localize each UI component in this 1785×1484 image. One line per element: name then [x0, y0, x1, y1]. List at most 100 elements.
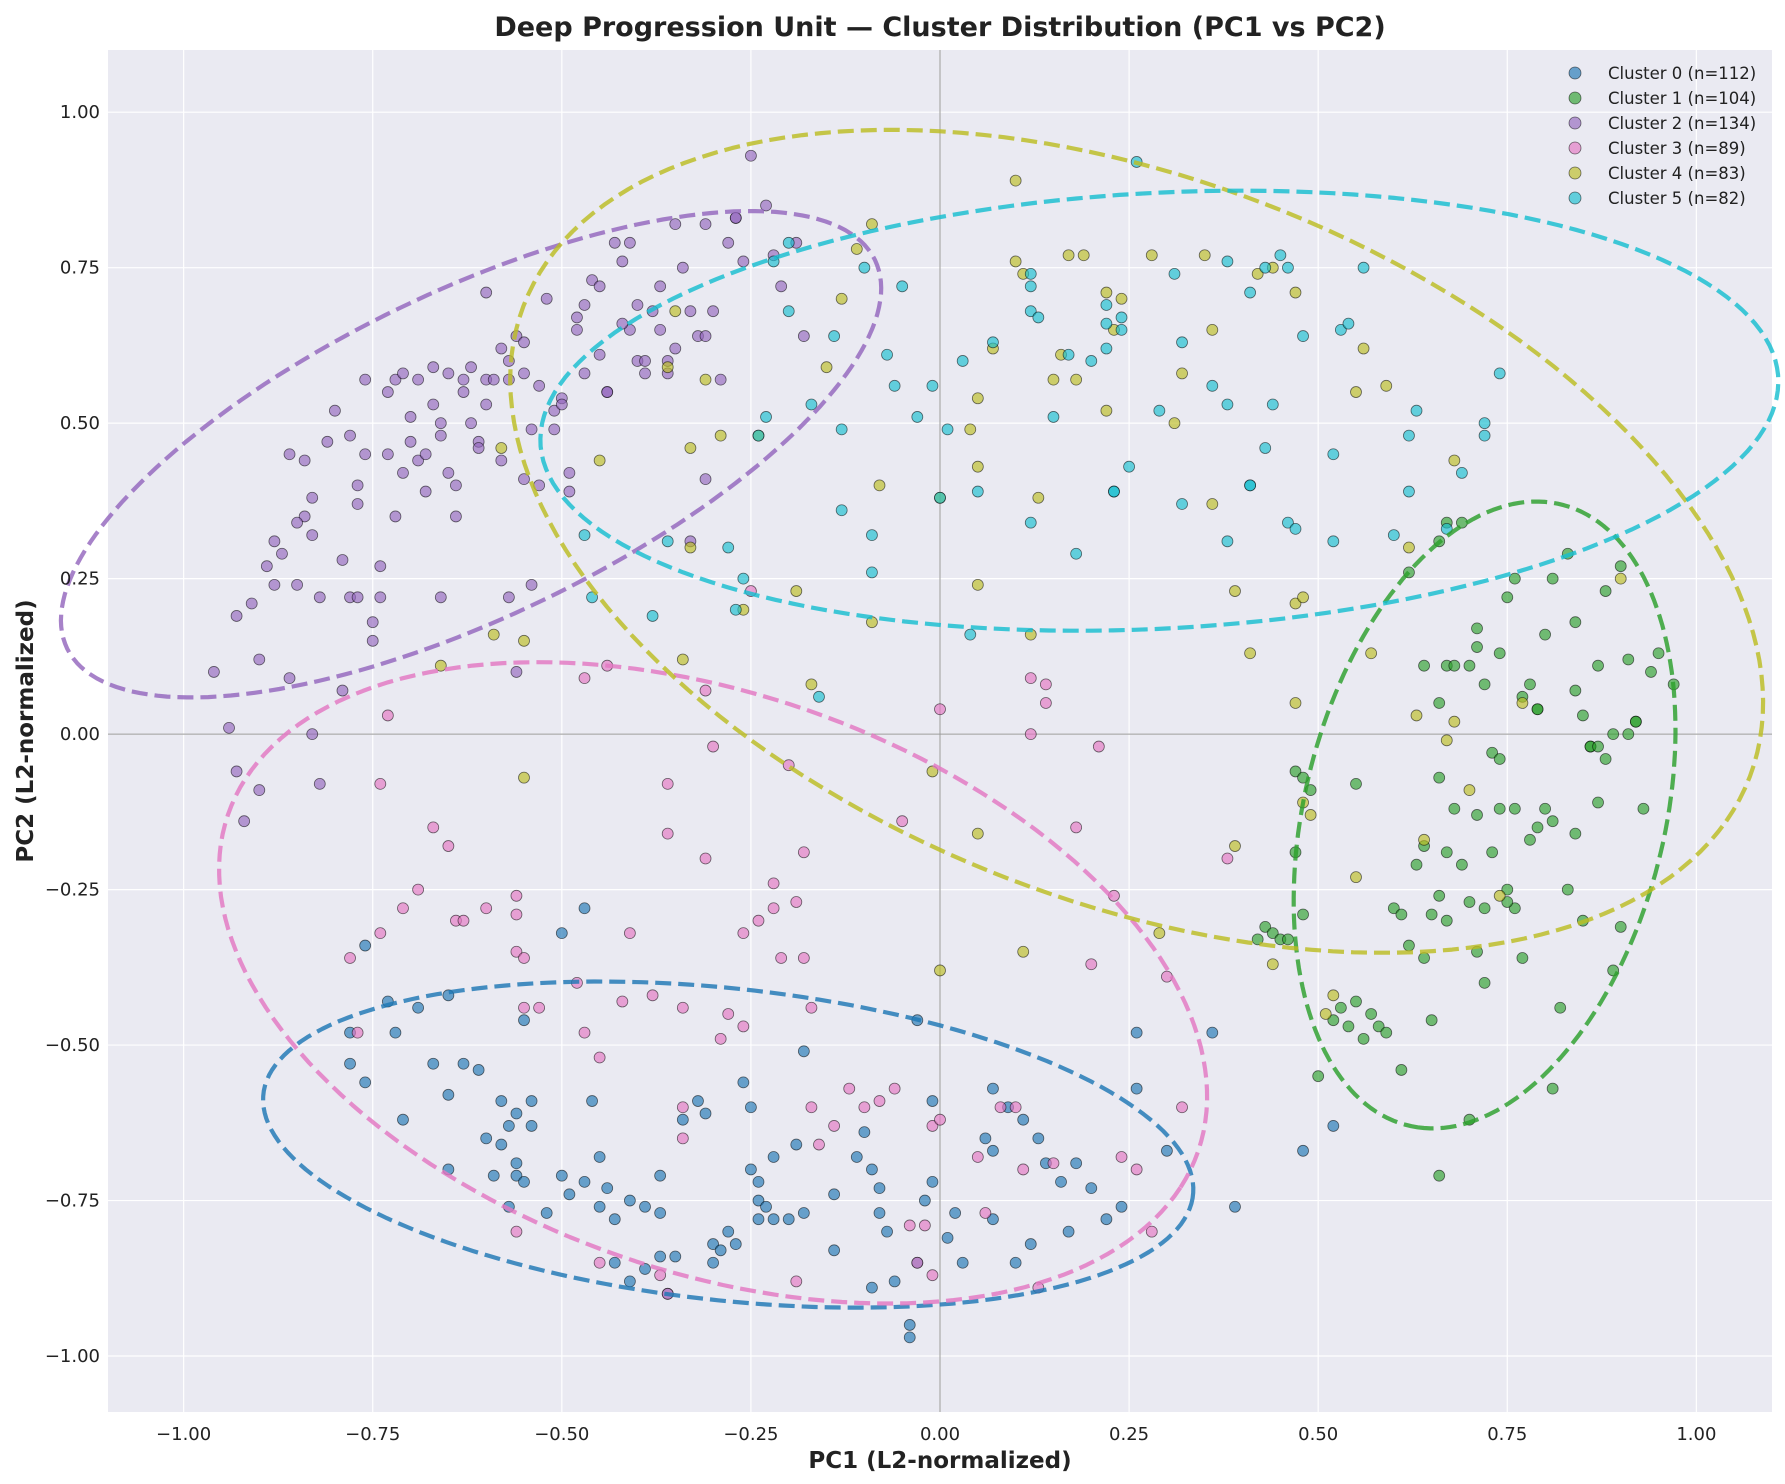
cluster-2-point	[397, 467, 409, 479]
cluster-4-point	[1009, 174, 1022, 187]
cluster-1-point	[1592, 659, 1604, 672]
cluster-4-point	[1229, 840, 1241, 852]
cluster-2-point	[374, 591, 387, 604]
cluster-2-point	[291, 516, 303, 529]
cluster-0-point	[397, 1113, 409, 1126]
cluster-5-point	[1274, 249, 1287, 262]
cluster-1-point	[1524, 678, 1536, 691]
cluster-5-point	[1176, 498, 1188, 510]
cluster-2-point	[518, 336, 530, 349]
cluster-4-point	[1614, 572, 1627, 585]
cluster-5-point	[896, 280, 909, 293]
cluster-5-point	[1024, 280, 1037, 293]
cluster-4-point	[1357, 342, 1370, 355]
cluster-1-point	[1418, 952, 1430, 964]
cluster-2-point	[525, 578, 538, 591]
cluster-2-point	[366, 634, 379, 647]
cluster-2-point	[283, 448, 296, 461]
cluster-1-point	[1440, 846, 1453, 859]
cluster-5-point	[1100, 342, 1113, 355]
cluster-4-point	[1448, 715, 1461, 728]
chart-title: Deep Progression Unit — Cluster Distribu…	[494, 12, 1385, 43]
cluster-4-point	[971, 460, 984, 473]
cluster-5-point	[1024, 516, 1037, 529]
cluster-1-point	[1501, 591, 1514, 604]
cluster-1-point	[1448, 659, 1461, 672]
cluster-2-point	[359, 448, 372, 461]
cluster-1-point	[1508, 902, 1521, 915]
cluster-4-point	[1380, 379, 1393, 392]
cluster-1-point	[1403, 939, 1415, 952]
cluster-1-point	[1493, 753, 1506, 765]
cluster-4-point	[1251, 267, 1264, 280]
cluster-2-point	[465, 361, 477, 374]
cluster-1-point	[1433, 1169, 1446, 1182]
cluster-3-point	[1039, 678, 1052, 691]
cluster-3-point	[805, 1001, 818, 1014]
cluster-0-point	[866, 1163, 878, 1176]
cluster-2-point	[533, 379, 546, 392]
cluster-1-point	[1395, 908, 1408, 921]
cluster-0-point	[495, 1095, 508, 1107]
cluster-1-point	[1493, 802, 1506, 815]
cluster-3-point	[518, 952, 530, 964]
x-tick-label: 0.75	[1487, 1424, 1527, 1445]
x-tick-label: 0.50	[1298, 1424, 1338, 1445]
cluster-2-point	[631, 299, 644, 311]
cluster-3-point	[971, 1151, 984, 1163]
cluster-0-point	[639, 1263, 651, 1275]
cluster-1-point	[1622, 653, 1635, 666]
cluster-1-point	[1531, 703, 1544, 716]
cluster-0-point	[518, 1175, 530, 1188]
cluster-2-point	[268, 578, 281, 591]
cluster-3-ellipse	[217, 660, 1210, 1306]
cluster-0-point	[797, 1207, 810, 1219]
cluster-5-point	[1478, 429, 1491, 442]
cluster-2-point	[548, 404, 561, 417]
cluster-1-point	[1365, 1008, 1378, 1020]
cluster-4-point	[1440, 734, 1453, 747]
x-tick-label: −0.25	[723, 1424, 778, 1445]
legend-label-3: Cluster 3 (n=89)	[1608, 139, 1746, 158]
legend-label-0: Cluster 0 (n=112)	[1608, 64, 1756, 83]
cluster-4-point	[495, 442, 508, 454]
cluster-2-point	[555, 398, 568, 411]
cluster-1-point	[1561, 883, 1574, 896]
y-tick-label: 0.50	[60, 413, 100, 434]
cluster-4-point	[714, 429, 727, 442]
cluster-2-point	[487, 373, 500, 386]
cluster-2-point	[525, 423, 538, 436]
cluster-4-point	[1463, 784, 1476, 796]
cluster-0-point	[389, 1026, 402, 1039]
cluster-2-point	[223, 721, 235, 734]
cluster-5-point	[805, 398, 818, 411]
cluster-0-point	[578, 1175, 591, 1188]
cluster-5-point	[1334, 323, 1347, 336]
cluster-2-point	[593, 348, 606, 361]
cluster-0-point	[782, 1213, 795, 1226]
cluster-4-point	[661, 361, 674, 374]
cluster-3-point	[1009, 1101, 1022, 1114]
cluster-0-point	[457, 1057, 470, 1070]
cluster-1-point	[1387, 902, 1400, 915]
cluster-0-point	[1100, 1213, 1113, 1226]
cluster-0-point	[745, 1163, 757, 1176]
cluster-3-point	[1115, 1151, 1128, 1163]
cluster-2-point	[306, 529, 319, 541]
cluster-0-point	[881, 1225, 893, 1238]
cluster-2-point	[639, 367, 651, 380]
cluster-1-point	[1607, 728, 1620, 741]
cluster-0-point	[866, 1281, 878, 1294]
cluster-5-point	[1108, 485, 1120, 498]
cluster-5-point	[1153, 404, 1166, 417]
cluster-4-point	[971, 827, 984, 840]
cluster-5-point	[1403, 429, 1415, 442]
legend-label-2: Cluster 2 (n=134)	[1608, 114, 1756, 133]
cluster-2-point	[253, 653, 266, 666]
cluster-3-point	[934, 703, 946, 716]
cluster-2-point	[450, 510, 462, 523]
cluster-3-point	[623, 927, 636, 940]
cluster-1-point	[1569, 616, 1582, 629]
cluster-0-point	[480, 1132, 493, 1145]
cluster-4-point	[1153, 927, 1166, 940]
